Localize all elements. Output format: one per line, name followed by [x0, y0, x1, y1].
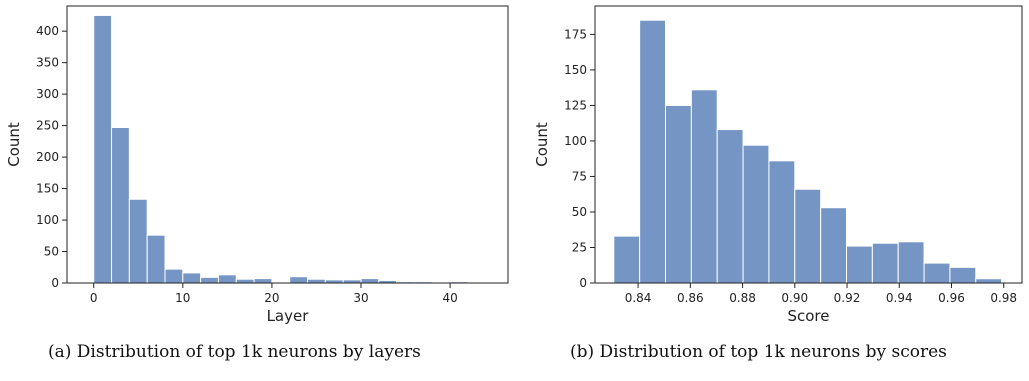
- y-tick-label: 0: [579, 276, 587, 290]
- chart-svg-0: 0 50 100 150 200 250 300 350 400 0 10 20 30 40 Layer Co…: [5, 5, 509, 325]
- histogram-bar: [742, 144, 770, 284]
- x-tick-label: 0.98: [990, 291, 1017, 305]
- histogram-bar: [111, 127, 130, 284]
- x-tick-label: 0.96: [938, 291, 965, 305]
- x-axis-label: Layer: [267, 307, 310, 325]
- chart-scores: 0 25 50 75 100 125 150 175 0.84 0.86 0.88 0.90 0.92 0…: [515, 0, 1029, 330]
- y-tick-label: 75: [572, 169, 587, 183]
- histogram-bar: [716, 129, 744, 284]
- x-tick-label: 0: [90, 291, 98, 305]
- x-tick-label: 0.94: [886, 291, 913, 305]
- histogram-bar: [93, 14, 113, 284]
- x-tick-label: 40: [442, 291, 457, 305]
- y-axis-label: Count: [533, 122, 551, 167]
- histogram-bar: [128, 198, 148, 284]
- y-tick-label: 250: [36, 119, 59, 133]
- y-tick-label: 150: [564, 63, 587, 77]
- y-tick-label: 300: [36, 87, 59, 101]
- x-tick-label: 30: [353, 291, 368, 305]
- histogram-bar: [217, 274, 237, 284]
- histogram-bar: [639, 19, 667, 284]
- histogram-bar: [164, 268, 184, 284]
- y-tick-label: 175: [564, 27, 587, 41]
- chart-layers: 0 50 100 150 200 250 300 350 400 0 10 20 30 40 Layer Co…: [0, 0, 520, 330]
- histogram-bar: [820, 207, 847, 284]
- axes-frame: [66, 5, 509, 284]
- y-tick-label: 350: [36, 56, 59, 70]
- histogram-bar: [665, 104, 692, 284]
- y-tick-label: 50: [572, 205, 587, 219]
- x-tick-label: 0.86: [677, 291, 704, 305]
- histogram-bar: [289, 276, 309, 284]
- chart-svg-1: 0 25 50 75 100 125 150 175 0.84 0.86 0.88 0.90 0.92 0…: [533, 5, 1023, 325]
- x-axis-label: Score: [787, 307, 829, 325]
- y-axis-label: Count: [5, 122, 23, 167]
- y-tick-label: 200: [36, 150, 59, 164]
- histogram-bar: [307, 278, 326, 284]
- caption-scores: (b) Distribution of top 1k neurons by sc…: [570, 342, 947, 362]
- x-tick-label: 20: [264, 291, 279, 305]
- histogram-bar: [613, 235, 641, 284]
- histogram-bar: [200, 276, 219, 284]
- histogram-bar: [871, 242, 899, 284]
- histogram-bar: [975, 278, 1003, 284]
- histogram-bar: [146, 234, 166, 284]
- histogram-bar: [690, 89, 718, 284]
- x-tick-label: 0.84: [625, 291, 652, 305]
- x-tick-label: 0.88: [729, 291, 756, 305]
- histogram-bar: [235, 278, 255, 284]
- histogram-bar: [360, 278, 380, 284]
- histogram-bar: [897, 241, 925, 284]
- x-tick-label: 0.90: [781, 291, 808, 305]
- histogram-bar: [949, 266, 977, 284]
- histogram-bar: [923, 262, 951, 284]
- histogram-bar: [845, 245, 873, 284]
- histogram-bar: [794, 188, 822, 284]
- x-tick-label: 10: [175, 291, 190, 305]
- y-tick-label: 125: [564, 98, 587, 112]
- y-tick-label: 0: [51, 276, 59, 290]
- x-tick-label: 0.92: [834, 291, 861, 305]
- y-tick-label: 25: [572, 240, 587, 254]
- y-tick-label: 100: [564, 134, 587, 148]
- histogram-bar: [768, 160, 796, 284]
- caption-layers: (a) Distribution of top 1k neurons by la…: [48, 342, 421, 362]
- y-tick-label: 100: [36, 213, 59, 227]
- y-tick-label: 150: [36, 182, 59, 196]
- y-tick-label: 50: [44, 245, 59, 259]
- histogram-bar: [253, 278, 273, 284]
- y-tick-label: 400: [36, 24, 59, 38]
- axes-frame: [594, 5, 1023, 284]
- histogram-bar: [182, 272, 202, 284]
